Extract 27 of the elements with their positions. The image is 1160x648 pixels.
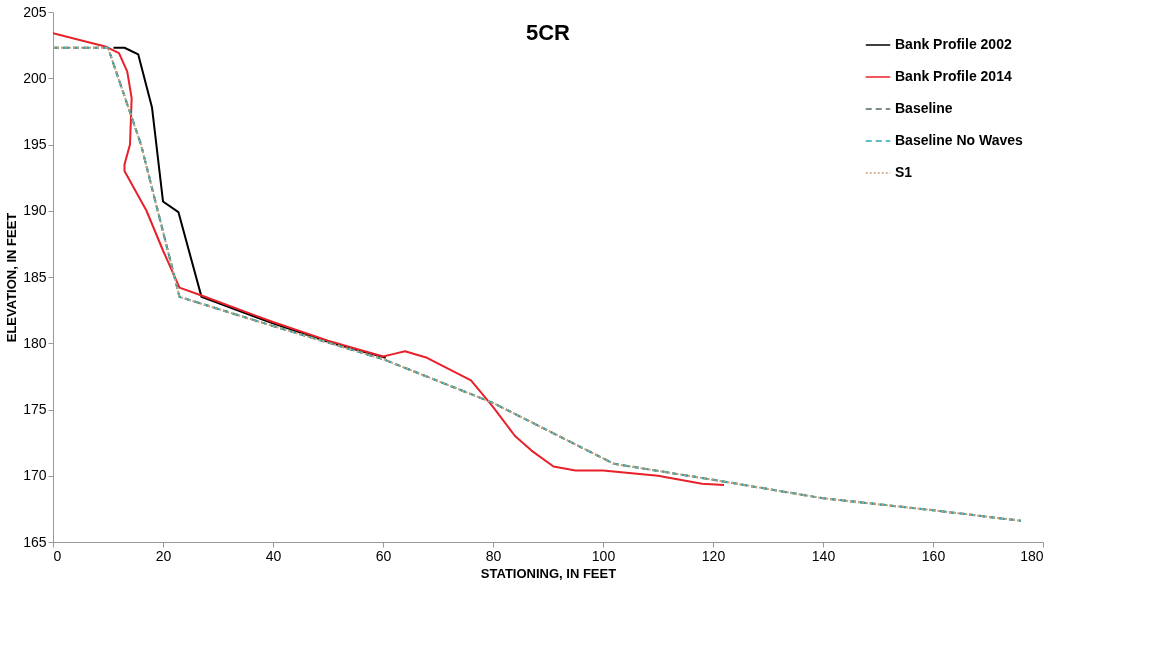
y-tick-label: 200 [23,69,47,86]
legend-label: Bank Profile 2014 [895,68,1012,84]
y-axis-title: ELEVATION, IN FEET [4,212,20,343]
x-tick-label: 180 [1020,547,1044,564]
x-tick-label: 160 [921,547,946,564]
x-tick-label: 20 [155,547,172,564]
y-tick-label: 170 [23,467,47,484]
y-tick-label: 205 [23,3,47,20]
x-tick-label: 0 [53,547,62,564]
x-tick-label: 40 [265,547,282,564]
legend-label: Baseline [895,100,953,116]
x-tick-label: 140 [811,547,836,564]
x-tick-label: 60 [375,547,392,564]
y-tick-label: 195 [23,136,47,152]
x-tick-label: 100 [591,547,616,564]
y-tick-label: 190 [23,202,47,219]
chart-title: 5CR [525,20,571,45]
legend-label: Bank Profile 2002 [895,36,1012,52]
y-tick-label: 180 [23,334,47,351]
x-tick-label: 120 [701,547,726,564]
x-axis-title: STATIONING, IN FEET [480,565,617,581]
x-tick-label: 80 [485,547,502,564]
legend-label: Baseline No Waves [895,132,1024,148]
y-tick-label: 165 [23,533,47,550]
y-tick-label: 185 [23,268,47,285]
legend-label: S1 [895,164,913,180]
y-tick-label: 175 [23,401,47,417]
